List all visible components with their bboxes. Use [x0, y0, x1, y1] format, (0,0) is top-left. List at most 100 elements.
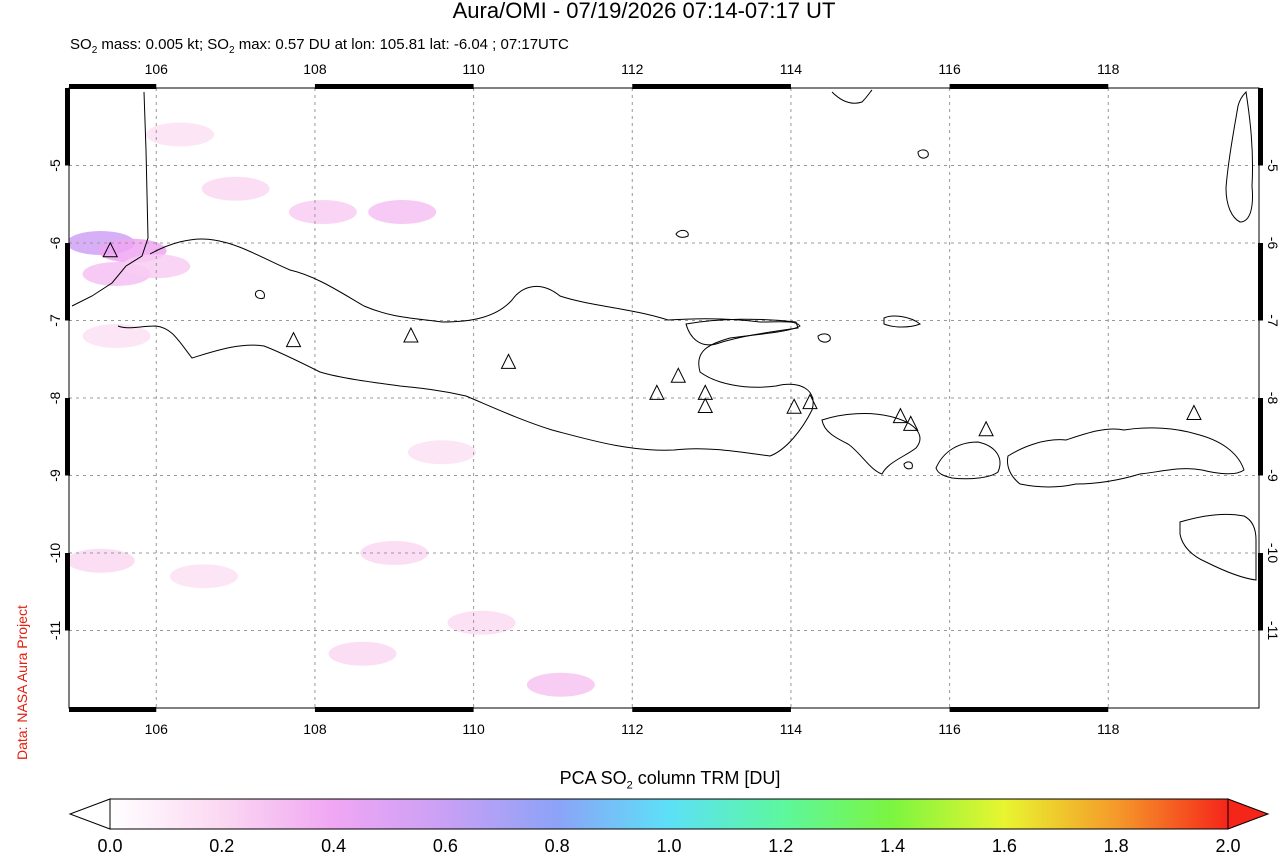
- frame-bar: [1258, 553, 1263, 631]
- so2-cell: [122, 254, 191, 279]
- coastline-sumbawa: [1007, 427, 1245, 488]
- coastline-karimunjawa: [675, 229, 689, 238]
- subtitle-subscript: 2: [91, 45, 98, 56]
- colorbar-tick-label: 1.4: [880, 836, 905, 855]
- map-subtitle: SO2 mass: 0.005 kt; SO2 max: 0.57 DU at …: [70, 36, 569, 56]
- map-title: Aura/OMI - 07/19/2026 07:14-07:17 UT: [452, 0, 836, 23]
- so2-cell: [82, 324, 151, 348]
- coastline-kangean: [883, 315, 921, 328]
- volcano-marker: [285, 331, 302, 348]
- so2-cell: [146, 122, 215, 147]
- volcano-marker: [500, 353, 517, 369]
- frame-bar: [949, 707, 1109, 712]
- colorbar-low-extend: [68, 798, 111, 830]
- colorbar-tick-label: 0.4: [321, 836, 346, 855]
- colorbar-ramp: [110, 799, 1228, 829]
- lon-tick-label: 116: [938, 61, 961, 77]
- colorbar-outline: [109, 798, 1229, 830]
- lat-tick-label: -7: [47, 314, 63, 327]
- frame-border-bars: [65, 84, 1263, 712]
- volcano-marker: [697, 397, 714, 414]
- volcano-marker: [649, 384, 665, 400]
- lon-tick-label: 110: [462, 61, 485, 77]
- lat-tick-label: -7: [1265, 314, 1281, 327]
- lon-tick-label: 114: [780, 721, 803, 737]
- so2-cell: [328, 641, 397, 666]
- volcano-marker: [802, 393, 818, 410]
- frame-bar: [65, 553, 70, 631]
- colorbar-tick-label: 1.0: [656, 836, 681, 855]
- colorbar-title-part: column TRM [DU]: [632, 768, 781, 788]
- so2-cell: [447, 610, 516, 635]
- lon-tick-label: 118: [1097, 721, 1120, 737]
- so2-cell: [69, 548, 135, 573]
- so2-cell: [526, 672, 595, 697]
- so2-cell: [360, 541, 429, 565]
- lat-tick-label: -6: [1265, 237, 1281, 250]
- lat-tick-label: -9: [47, 469, 63, 482]
- lat-tick-label: -11: [1265, 621, 1281, 640]
- lat-tick-label: -6: [47, 237, 63, 250]
- coastline-sulawesi: [1225, 90, 1254, 223]
- coastline-sumatra: [71, 91, 149, 307]
- volcano-markers: [102, 241, 1202, 437]
- colorbar-tick-label: 0.0: [97, 836, 122, 855]
- so2-cell: [407, 440, 476, 465]
- volcano-marker: [786, 398, 802, 414]
- lat-tick-label: -8: [47, 392, 63, 405]
- colorbar-title-part: PCA SO: [559, 768, 627, 788]
- colorbar-tick-label: 1.8: [1104, 836, 1129, 855]
- colorbar-high-extend: [1227, 798, 1270, 830]
- subtitle-part: mass: 0.005 kt; SO: [97, 36, 229, 53]
- volcano-marker: [1186, 404, 1202, 420]
- lon-tick-label: 108: [303, 721, 327, 737]
- volcano-marker: [978, 420, 994, 437]
- colorbar-title-subscript: 2: [626, 779, 633, 792]
- lon-tick-label: 116: [938, 721, 961, 737]
- colorbar-tick-label: 0.8: [545, 836, 570, 855]
- lon-tick-label: 106: [145, 61, 169, 77]
- lon-tick-label: 112: [621, 61, 644, 77]
- coastline-bali: [821, 413, 921, 475]
- colorbar-tick-label: 2.0: [1215, 836, 1240, 855]
- frame-bar: [1258, 398, 1263, 476]
- so2-cell: [201, 176, 270, 201]
- frame-bar: [65, 243, 70, 321]
- volcano-marker: [403, 326, 419, 343]
- subtitle-part: max: 0.57 DU at lon: 105.81 lat: -6.04 ;…: [234, 36, 569, 53]
- frame-bar: [314, 84, 474, 89]
- graticule: [69, 88, 1259, 708]
- lon-tick-label: 106: [145, 721, 169, 737]
- coastline-madura: [685, 318, 799, 346]
- frame-bar: [69, 84, 157, 89]
- lon-tick-label: 108: [303, 61, 327, 77]
- frame-bar: [632, 707, 791, 712]
- volcano-marker: [102, 241, 119, 258]
- lon-tick-label: 110: [462, 721, 485, 737]
- lon-tick-label: 114: [780, 61, 803, 77]
- coastline-sapudi: [817, 333, 831, 343]
- frame-bar: [69, 707, 157, 712]
- colorbar-tick-label: 0.6: [433, 836, 458, 855]
- lat-tick-label: -5: [47, 159, 63, 172]
- frame-bar: [949, 84, 1109, 89]
- coastline-bawean: [917, 149, 929, 159]
- lon-tick-label: 118: [1097, 61, 1120, 77]
- lat-tick-label: -10: [1265, 543, 1281, 563]
- coastline-thousand-islands: [255, 289, 265, 299]
- volcano-marker: [697, 384, 714, 400]
- coastline-layer: [71, 89, 1257, 581]
- axis-tick-labels: 106 106 108 108 110 110 112 112 114 114 116 116 118 1…: [47, 61, 1281, 737]
- coastline-sumba: [1179, 513, 1257, 581]
- so2-cell: [169, 564, 238, 589]
- colorbar-tick-label: 1.2: [768, 836, 793, 855]
- coastline-lombok: [935, 441, 1001, 480]
- lon-tick-label: 112: [621, 721, 644, 737]
- frame-bar: [65, 88, 70, 166]
- lat-tick-label: -8: [1265, 392, 1281, 405]
- so2-field-layer: [69, 122, 595, 697]
- colorbar: 0.0 0.2 0.4 0.6 0.8 1.0 1.2 1.4 1.6 1.8 2.0: [68, 798, 1270, 855]
- coastline-java: [117, 238, 814, 457]
- subtitle-subscript: 2: [228, 45, 235, 56]
